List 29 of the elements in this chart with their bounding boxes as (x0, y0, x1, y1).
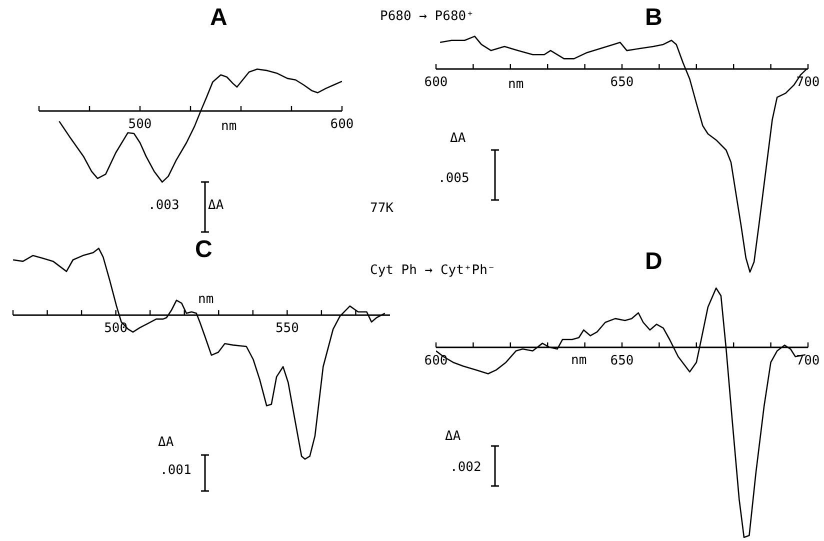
x-tick-label: 700 (796, 352, 820, 368)
x-axis-title: nm (221, 119, 237, 135)
x-axis-title: nm (198, 292, 214, 308)
annotation: ΔA (158, 435, 174, 451)
x-axis-title: nm (508, 77, 524, 93)
text: .003 (148, 198, 180, 214)
x-tick-label: 700 (796, 74, 820, 90)
chart-title: C (195, 236, 212, 264)
chart-title: D (645, 248, 662, 276)
x-tick-label: 550 (275, 320, 299, 336)
chart-title: A (210, 4, 228, 32)
annotation: ΔA (445, 429, 461, 445)
x-tick-label: 650 (610, 74, 634, 90)
x-tick-label: 600 (424, 352, 448, 368)
annotation: .002 (450, 460, 482, 476)
text: 77K (370, 201, 394, 217)
text: ΔA (208, 198, 224, 214)
annotation: ΔA (450, 131, 466, 147)
annotation: .005 (438, 171, 470, 187)
text: P680 → P680⁺ (380, 9, 474, 25)
x-tick-label: 500 (128, 116, 152, 132)
x-tick-label: 500 (104, 320, 128, 336)
text: .001 (160, 463, 192, 479)
annotation: Cyt Ph → Cyt⁺Ph⁻ (370, 263, 496, 279)
x-axis-title: nm (571, 353, 587, 369)
x-tick-label: 600 (330, 116, 354, 132)
x-tick-label: 650 (610, 352, 634, 368)
chart-title: B (645, 4, 662, 32)
x-tick-label: 600 (424, 74, 448, 90)
